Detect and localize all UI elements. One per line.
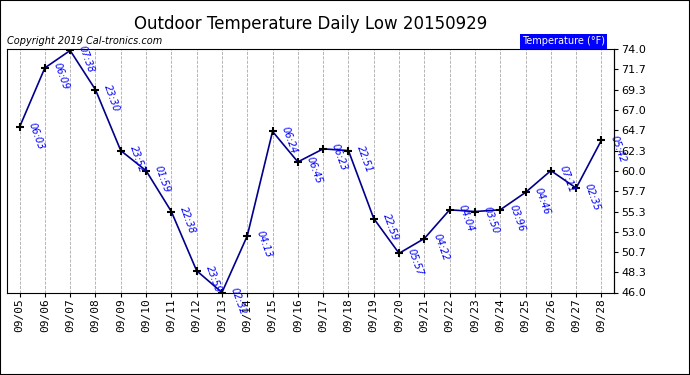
Text: 05:42: 05:42: [609, 134, 627, 164]
Text: 23:59: 23:59: [204, 264, 223, 294]
Text: 22:38: 22:38: [178, 206, 197, 235]
Text: 22:51: 22:51: [355, 144, 375, 174]
Text: 06:24: 06:24: [279, 125, 299, 155]
Text: 02:32: 02:32: [229, 286, 248, 316]
Text: 05:57: 05:57: [406, 247, 425, 277]
Text: 06:23: 06:23: [330, 142, 349, 172]
Text: Temperature (°F): Temperature (°F): [522, 36, 605, 46]
Text: Outdoor Temperature Daily Low 20150929: Outdoor Temperature Daily Low 20150929: [134, 15, 487, 33]
Text: 23:52: 23:52: [128, 144, 147, 174]
Text: 22:59: 22:59: [381, 212, 400, 242]
Text: 04:13: 04:13: [254, 230, 273, 260]
Text: 02:35: 02:35: [583, 182, 602, 212]
Text: 06:09: 06:09: [52, 62, 71, 92]
Text: 07:38: 07:38: [77, 44, 96, 74]
Text: 04:22: 04:22: [431, 232, 451, 262]
Text: 07:11: 07:11: [558, 164, 577, 194]
Text: 23:30: 23:30: [102, 84, 121, 113]
Text: 04:04: 04:04: [457, 204, 475, 234]
Text: 03:96: 03:96: [507, 204, 526, 234]
Text: 03:50: 03:50: [482, 206, 501, 235]
Text: 06:45: 06:45: [305, 156, 324, 186]
Text: 06:03: 06:03: [26, 121, 46, 151]
Text: 01:59: 01:59: [153, 164, 172, 194]
Text: 04:46: 04:46: [533, 186, 551, 216]
Text: Copyright 2019 Cal-tronics.com: Copyright 2019 Cal-tronics.com: [7, 36, 162, 46]
